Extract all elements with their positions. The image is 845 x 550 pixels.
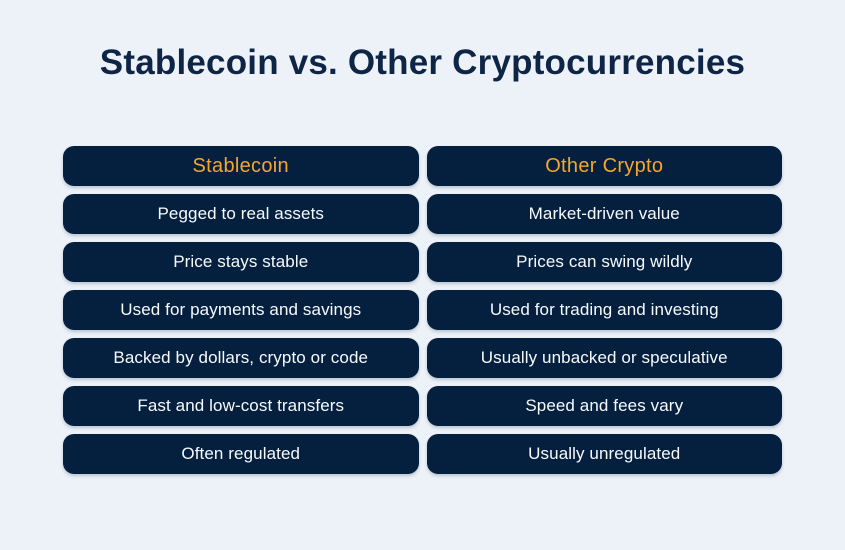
stablecoin-header-label: Stablecoin bbox=[192, 154, 289, 177]
cell-label: Fast and low-cost transfers bbox=[137, 396, 345, 415]
other-crypto-row-value: Market-driven value bbox=[426, 194, 782, 234]
stablecoin-row-transfers: Fast and low-cost transfers bbox=[63, 386, 419, 426]
stablecoin-row-pegged: Pegged to real assets bbox=[63, 194, 419, 234]
cell-label: Used for payments and savings bbox=[120, 300, 362, 319]
other-crypto-row-price: Prices can swing wildly bbox=[426, 242, 782, 282]
cell-label: Usually unregulated bbox=[528, 444, 681, 463]
other-crypto-row-transfers: Speed and fees vary bbox=[426, 386, 782, 426]
comparison-table: Stablecoin Pegged to real assets Price s… bbox=[63, 146, 782, 474]
cell-label: Used for trading and investing bbox=[489, 300, 719, 319]
stablecoin-header-cell: Stablecoin bbox=[63, 146, 419, 186]
cell-label: Speed and fees vary bbox=[525, 396, 684, 415]
other-crypto-row-usage: Used for trading and investing bbox=[426, 290, 782, 330]
other-crypto-header-label: Other Crypto bbox=[545, 154, 664, 177]
page-title: Stablecoin vs. Other Cryptocurrencies bbox=[99, 43, 746, 82]
cell-label: Usually unbacked or speculative bbox=[480, 348, 728, 367]
cell-label: Often regulated bbox=[181, 444, 301, 463]
other-crypto-header-cell: Other Crypto bbox=[426, 146, 782, 186]
other-crypto-column: Other Crypto Market-driven value Prices … bbox=[426, 146, 782, 474]
cell-label: Market-driven value bbox=[528, 204, 680, 223]
cell-label: Price stays stable bbox=[173, 252, 309, 271]
stablecoin-column: Stablecoin Pegged to real assets Price s… bbox=[63, 146, 419, 474]
cell-label: Backed by dollars, crypto or code bbox=[113, 348, 369, 367]
other-crypto-row-regulation: Usually unregulated bbox=[426, 434, 782, 474]
cell-label: Pegged to real assets bbox=[157, 204, 325, 223]
other-crypto-row-backing: Usually unbacked or speculative bbox=[426, 338, 782, 378]
stablecoin-row-price: Price stays stable bbox=[63, 242, 419, 282]
cell-label: Prices can swing wildly bbox=[516, 252, 693, 271]
stablecoin-row-backing: Backed by dollars, crypto or code bbox=[63, 338, 419, 378]
stablecoin-row-usage: Used for payments and savings bbox=[63, 290, 419, 330]
stablecoin-row-regulation: Often regulated bbox=[63, 434, 419, 474]
